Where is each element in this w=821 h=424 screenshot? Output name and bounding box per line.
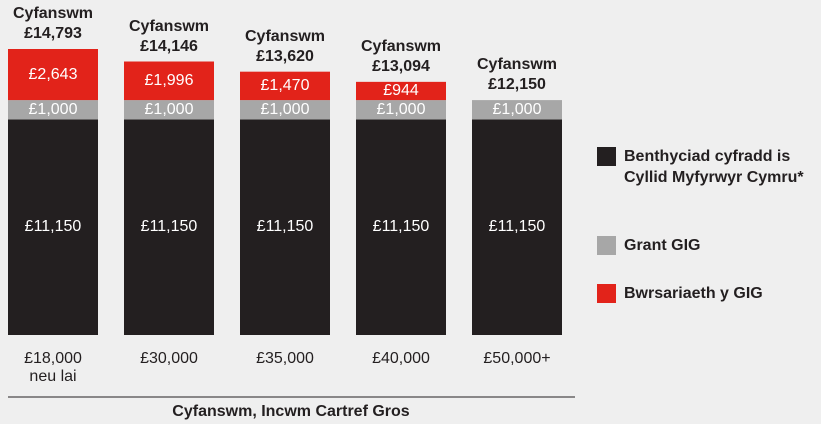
value-label: £944	[383, 81, 419, 99]
bar-segment	[124, 100, 214, 120]
total-label: £13,620	[256, 47, 314, 65]
bar-segment	[356, 100, 446, 120]
bar-segment	[8, 49, 98, 101]
value-label: £1,000	[376, 100, 426, 118]
total-title: Cyfanswm	[244, 27, 326, 45]
x-tick-label: £35,000	[256, 350, 314, 367]
legend-label: Bwrsariaeth y GIG	[624, 285, 763, 302]
bar-segment	[8, 100, 98, 120]
value-label: £11,150	[140, 218, 198, 236]
value-label: £1,000	[144, 100, 194, 118]
x-axis-title: Cyfanswm, Incwm Cartref Gros	[172, 403, 410, 420]
legend-label: Grant GIG	[624, 237, 701, 254]
total-label: £14,793	[24, 25, 82, 42]
bar-segment	[124, 119, 214, 335]
legend-swatch	[597, 284, 616, 303]
total-label: £13,094	[372, 57, 430, 75]
bar-segment	[240, 119, 330, 335]
bar-segment	[356, 119, 446, 335]
legend-swatch	[597, 147, 616, 166]
total-title: Cyfanswm	[128, 17, 210, 35]
value-label: £1,470	[260, 76, 310, 94]
value-label: £2,643	[28, 65, 78, 83]
x-tick-label: £30,000	[140, 350, 198, 367]
bar-segment	[472, 119, 562, 335]
value-label: £11,150	[24, 218, 82, 236]
bar-segment	[472, 100, 562, 120]
bar-segment	[8, 119, 98, 335]
value-label: £11,150	[488, 218, 546, 236]
value-label: £1,000	[28, 100, 78, 118]
value-label: £11,150	[372, 218, 430, 236]
x-tick-label: £18,000 neu lai	[24, 350, 82, 385]
x-tick-label: £40,000	[372, 350, 430, 367]
bar-segment	[124, 61, 214, 101]
value-label: £1,996	[144, 71, 194, 89]
bar-segment	[240, 71, 330, 101]
value-label: £1,000	[492, 100, 542, 118]
legend-swatch	[597, 236, 616, 255]
value-label: £11,150	[256, 218, 314, 236]
total-title: Cyfanswm	[476, 56, 558, 74]
total-title: Cyfanswm	[360, 37, 442, 55]
bar-segment	[356, 81, 446, 101]
total-label: £14,146	[140, 37, 198, 55]
bar-segment	[240, 100, 330, 120]
value-label: £1,000	[260, 100, 310, 118]
legend-label: Benthyciad cyfradd is Cyllid Myfyrwyr Cy…	[624, 148, 804, 186]
x-tick-label: £50,000+	[483, 350, 551, 367]
total-label: £12,150	[488, 76, 546, 94]
total-title: Cyfanswm	[12, 5, 94, 22]
